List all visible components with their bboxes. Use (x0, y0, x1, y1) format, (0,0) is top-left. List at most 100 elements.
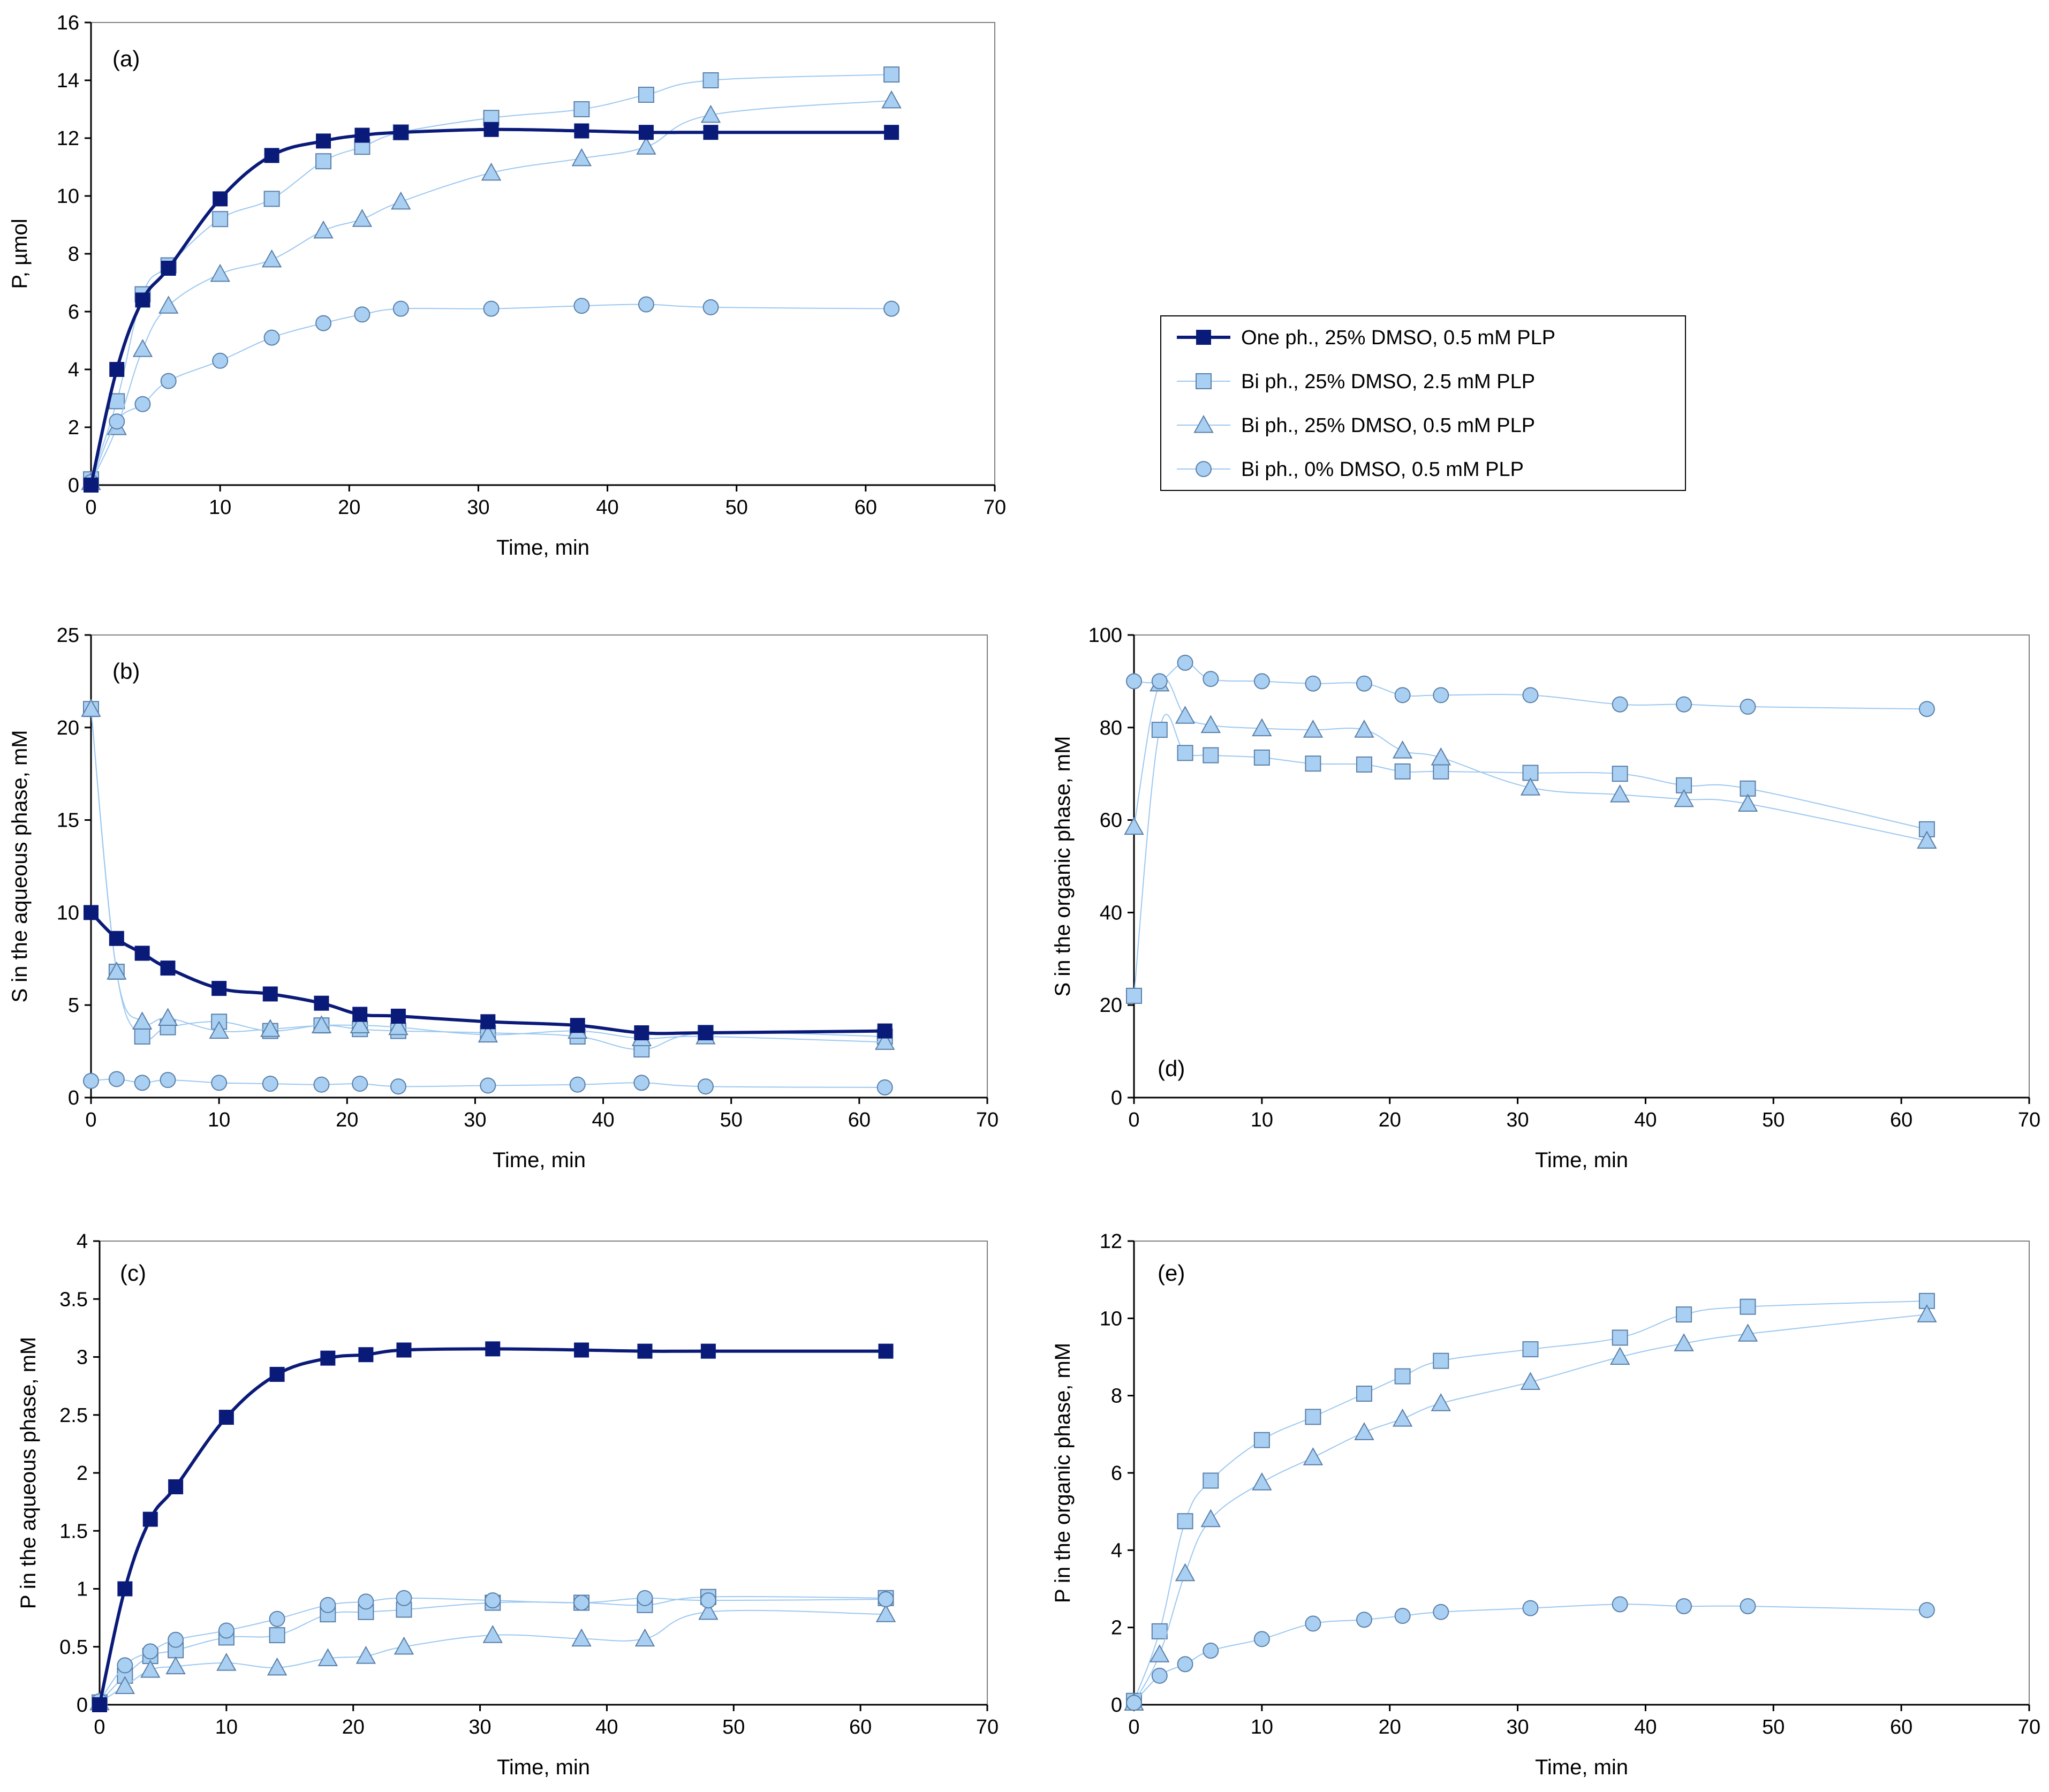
y-tick-label: 2 (1111, 1617, 1122, 1639)
data-point (320, 1350, 336, 1366)
data-point (1356, 1386, 1372, 1402)
y-tick-label: 80 (1100, 717, 1122, 739)
data-point (218, 1410, 234, 1425)
data-point (314, 995, 329, 1011)
data-point (269, 1366, 285, 1382)
data-point (311, 1015, 332, 1033)
data-point (350, 1015, 370, 1033)
data-point (209, 1020, 229, 1039)
y-tick-label: 3.5 (59, 1288, 88, 1311)
data-point (638, 125, 654, 140)
series-markers-one_ph (84, 122, 899, 493)
data-point (884, 125, 899, 140)
data-point (636, 137, 656, 155)
data-point (269, 1627, 285, 1644)
data-point (132, 1011, 153, 1030)
data-point (358, 1593, 374, 1610)
data-point (107, 961, 127, 980)
data-point (1356, 675, 1372, 692)
data-point (117, 1657, 133, 1674)
data-point (1431, 1393, 1451, 1411)
data-point (1303, 720, 1324, 738)
y-tick-label: 2 (77, 1462, 88, 1485)
data-point (212, 211, 229, 228)
y-tick-label: 1 (77, 1578, 88, 1601)
data-point (1203, 747, 1219, 763)
data-point (390, 1008, 406, 1024)
data-point (1253, 1631, 1270, 1647)
series-line-bi_25_05 (90, 709, 885, 1043)
data-point (165, 1656, 186, 1675)
legend-marker (1193, 414, 1214, 433)
y-axis-label: P in the organic phase, mM (1051, 1343, 1075, 1603)
data-point (393, 125, 409, 140)
data-point (883, 300, 900, 317)
data-point (1126, 673, 1142, 690)
data-point (574, 1342, 589, 1358)
x-tick-label: 70 (2018, 1716, 2040, 1738)
x-tick-label: 20 (1379, 1716, 1401, 1738)
data-point (1737, 793, 1758, 812)
y-tick-label: 0 (68, 1087, 79, 1109)
data-point (1252, 1472, 1272, 1491)
series-line-bi_25_25 (90, 709, 885, 1050)
data-point (1392, 740, 1413, 759)
x-axis-label: Time, min (496, 536, 589, 559)
x-tick-label: 60 (855, 496, 877, 519)
data-point (92, 1697, 107, 1712)
series-line-bi_0_05 (1133, 662, 1927, 710)
data-point (1305, 1409, 1321, 1425)
data-point (480, 1077, 496, 1094)
legend-marker (1196, 373, 1212, 389)
data-point (700, 1592, 716, 1609)
data-point (317, 1648, 338, 1666)
legend-label: Bi ph., 25% DMSO, 2.5 mM PLP (1241, 371, 1535, 393)
data-point (1674, 1333, 1694, 1351)
y-tick-label: 100 (1088, 624, 1122, 647)
x-tick-label: 20 (1379, 1109, 1401, 1131)
data-point (1520, 777, 1541, 796)
x-tick-label: 40 (1634, 1109, 1657, 1131)
series-line-bi_25_05 (90, 100, 892, 483)
data-point (634, 1025, 649, 1041)
data-point (356, 1646, 376, 1664)
x-tick-label: 40 (592, 1109, 614, 1131)
y-tick-label: 4 (1111, 1539, 1122, 1562)
series-markers-bi_25_25 (1126, 1292, 1935, 1709)
x-tick-label: 0 (85, 496, 96, 519)
data-point (1151, 673, 1168, 690)
x-tick-label: 60 (848, 1109, 871, 1131)
data-point (698, 1025, 713, 1041)
data-point (570, 1018, 585, 1033)
data-point (263, 191, 280, 207)
data-point (1303, 1447, 1324, 1465)
data-point (482, 1625, 503, 1643)
data-point (633, 1075, 650, 1091)
x-tick-label: 30 (468, 1716, 491, 1738)
data-point (1253, 673, 1270, 690)
data-point (262, 986, 278, 1002)
series-markers-one_ph (84, 905, 893, 1041)
series-markers-one_ph (92, 1341, 894, 1712)
data-point (109, 393, 125, 410)
data-point (1203, 1642, 1219, 1659)
x-tick-label: 60 (849, 1716, 872, 1738)
data-point (1394, 1368, 1411, 1385)
data-point (109, 362, 125, 377)
data-point (260, 1019, 281, 1037)
data-point (316, 133, 331, 149)
series-markers-bi_25_25 (83, 701, 893, 1058)
data-point (702, 299, 719, 315)
x-tick-label: 50 (1762, 1716, 1785, 1738)
data-point (160, 961, 176, 976)
data-point (263, 329, 280, 346)
series-markers-bi_0_05 (1126, 1596, 1935, 1711)
series-line-bi_25_25 (1133, 714, 1927, 996)
data-point (1918, 1602, 1935, 1619)
data-point (1253, 749, 1270, 766)
data-point (1151, 1667, 1168, 1684)
y-tick-label: 10 (1100, 1307, 1122, 1330)
legend-label: Bi ph., 0% DMSO, 0.5 mM PLP (1241, 458, 1524, 481)
series-markers-bi_0_05 (92, 1590, 894, 1710)
data-point (1676, 1598, 1692, 1614)
